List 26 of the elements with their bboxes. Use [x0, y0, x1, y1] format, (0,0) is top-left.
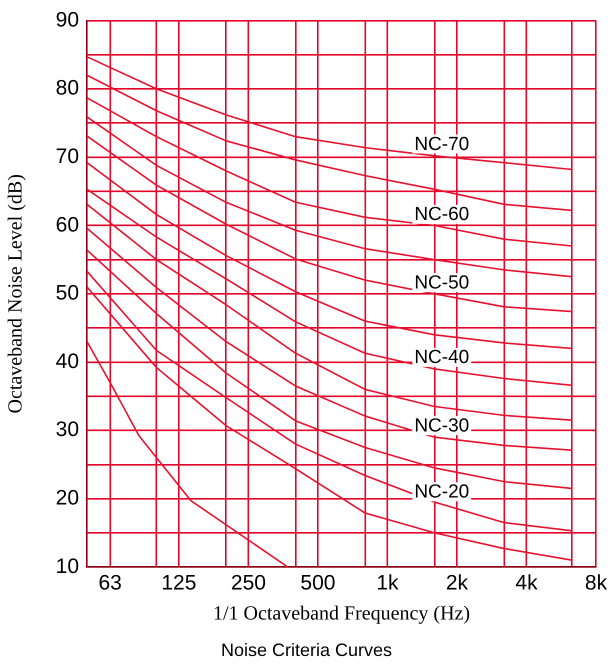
x-tick-label: 125: [161, 571, 196, 594]
y-tick-label: 50: [56, 282, 79, 305]
x-tick-label: 500: [300, 571, 336, 594]
y-tick-label: 90: [56, 8, 79, 32]
x-tick-label: 8k: [584, 571, 608, 594]
y-axis-title: Octaveband Noise Level (dB): [4, 174, 26, 414]
x-tick-label: 2k: [446, 571, 469, 594]
series-label: NC-70: [414, 134, 470, 155]
y-tick-label: 60: [56, 213, 79, 236]
y-tick-label: 40: [56, 350, 79, 373]
x-tick-label: 1k: [376, 571, 400, 594]
series-label: NC-30: [414, 415, 470, 436]
x-tick-label: 63: [98, 571, 122, 594]
y-tick-label: 30: [56, 418, 79, 442]
y-tick-label: 70: [56, 144, 79, 168]
series-label: NC-50: [414, 272, 470, 294]
y-tick-label: 20: [56, 486, 79, 510]
y-tick-label: 80: [56, 76, 79, 100]
series-label: NC-40: [414, 347, 470, 368]
y-tick-label: 10: [56, 554, 79, 578]
series-label: NC-20: [414, 481, 470, 502]
x-axis-title: 1/1 Octaveband Frequency (Hz): [212, 602, 470, 624]
x-tick-label: 4k: [515, 571, 538, 594]
text: Noise Criteria Curves: [220, 640, 394, 661]
x-tick-label: 250: [230, 571, 266, 594]
series-label: NC-60: [414, 204, 470, 226]
